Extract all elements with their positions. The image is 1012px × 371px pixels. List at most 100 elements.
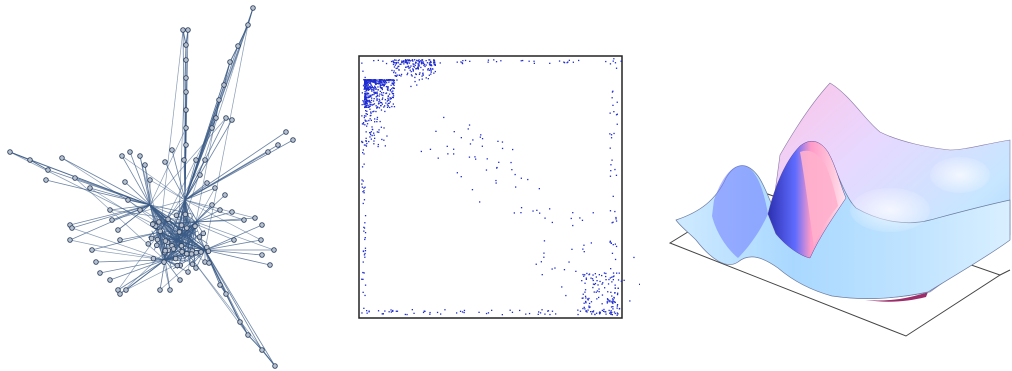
matrix-dot (367, 87, 369, 89)
matrix-dot (377, 59, 379, 61)
matrix-dot (515, 186, 517, 188)
matrix-dot (611, 311, 613, 314)
matrix-dot (480, 134, 482, 136)
matrix-dot (374, 91, 376, 94)
matrix-dot (520, 60, 522, 62)
matrix-dot (475, 158, 477, 160)
matrix-dot (363, 187, 365, 189)
matrix-dot (364, 105, 366, 108)
matrix-dot (428, 63, 431, 66)
matrix-dot (377, 143, 379, 146)
matrix-dot (433, 60, 435, 62)
matrix-dot (596, 290, 599, 292)
matrix-dot (383, 83, 385, 85)
matrix-dot (519, 309, 521, 312)
matrix-dot (376, 121, 378, 123)
matrix-dot (587, 298, 589, 300)
matrix-dot (520, 212, 522, 214)
matrix-dot (479, 136, 481, 138)
matrix-dot (389, 79, 391, 82)
matrix-dot (410, 65, 412, 67)
matrix-dot (377, 89, 379, 91)
graph-edge (184, 199, 201, 226)
matrix-dot (383, 79, 385, 81)
matrix-dot (612, 279, 614, 281)
matrix-dot (423, 63, 426, 65)
matrix-dot (371, 134, 373, 137)
matrix-dot (520, 177, 522, 179)
matrix-dot (585, 277, 587, 279)
matrix-dot (368, 81, 370, 83)
matrix-dot (380, 102, 383, 104)
matrix-dot (585, 310, 587, 312)
matrix-dot (601, 274, 603, 277)
matrix-dot (563, 62, 566, 64)
matrix-dot (386, 79, 388, 81)
graph-node (170, 246, 177, 252)
matrix-dot (525, 313, 527, 315)
matrix-dot (616, 293, 619, 296)
matrix-dot (367, 83, 369, 85)
matrix-dot (417, 68, 419, 70)
matrix-dot (381, 92, 383, 94)
surface-front (675, 143, 1011, 299)
matrix-dot (606, 302, 608, 304)
surface-left-bump (712, 165, 768, 258)
matrix-dot (388, 93, 391, 95)
matrix-dot (433, 72, 435, 74)
matrix-dot (362, 85, 365, 87)
graph-edge (144, 164, 151, 206)
matrix-dot (478, 311, 480, 313)
matrix-dot (487, 59, 490, 61)
graph-node (127, 149, 133, 155)
matrix-dot (605, 279, 607, 281)
matrix-dot (610, 164, 612, 166)
matrix-dot (391, 91, 393, 93)
matrix-dot (603, 310, 605, 312)
matrix-dot (372, 103, 374, 106)
matrix-dot (613, 296, 615, 299)
matrix-dot (577, 309, 579, 311)
graph-edge (29, 159, 49, 171)
surface-plot (668, 82, 1011, 337)
matrix-dot (392, 309, 394, 312)
matrix-dot (566, 62, 568, 64)
matrix-dot (386, 135, 388, 137)
matrix-dot (382, 80, 385, 83)
matrix-dot (369, 132, 371, 134)
matrix-dot (376, 99, 378, 102)
graph-node (157, 287, 163, 293)
matrix-dot (365, 106, 367, 108)
matrix-dot (447, 153, 449, 155)
matrix-dot (370, 99, 373, 101)
matrix-dot (391, 92, 394, 95)
matrix-dot (362, 191, 364, 193)
matrix-dot (604, 287, 606, 289)
graph-edge (71, 227, 166, 261)
matrix-dot (365, 106, 367, 108)
matrix-dot (363, 190, 365, 192)
graph-node (115, 227, 121, 233)
matrix-dot (367, 94, 369, 96)
matrix-dot (555, 313, 557, 315)
graph-edge (127, 199, 151, 206)
matrix-dot (596, 280, 598, 282)
matrix-dot (395, 75, 398, 77)
matrix-dot (366, 81, 368, 84)
matrix-dot (369, 88, 371, 90)
matrix-dot (582, 248, 584, 250)
graph-nodes (7, 5, 296, 369)
matrix-dot (386, 100, 388, 102)
matrix-dot (364, 256, 366, 258)
matrix-dot (363, 227, 366, 229)
matrix-dot (588, 305, 590, 307)
matrix-dot (551, 221, 553, 224)
matrix-dot (373, 92, 375, 94)
matrix-dot (592, 310, 595, 312)
matrix-dot (588, 306, 590, 309)
matrix-dot (435, 130, 437, 132)
matrix-dot (388, 99, 390, 101)
matrix-dot (392, 60, 394, 62)
matrix-dot (394, 64, 396, 66)
matrix-dot (591, 313, 593, 315)
